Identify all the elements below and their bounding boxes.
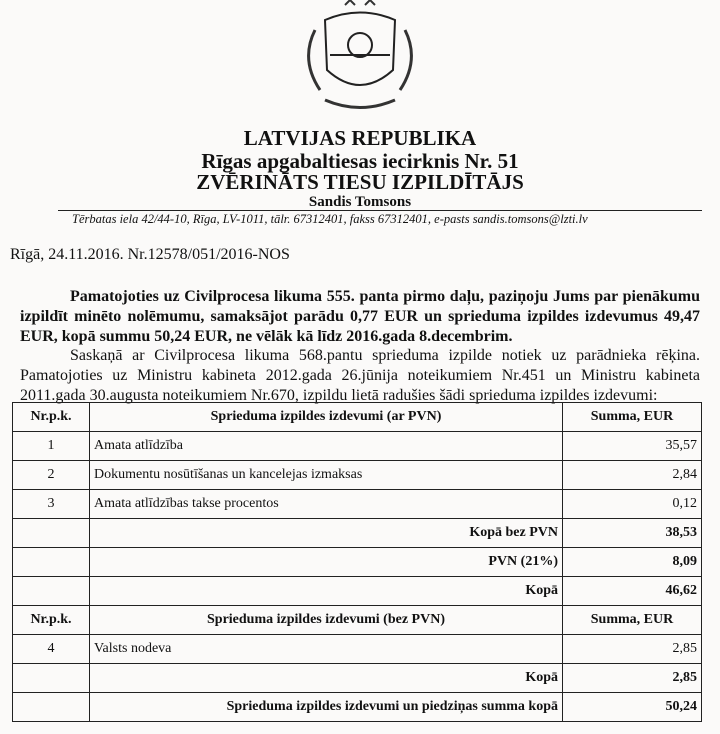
subtotal-value: 38,53: [562, 518, 702, 548]
country-heading: LATVIJAS REPUBLIKA: [243, 126, 477, 150]
vat-label: PVN (21%): [89, 547, 563, 577]
grand-total-row: Sprieduma izpildes izdevumi un piedziņas…: [12, 692, 702, 722]
table-header-row: Nr.p.k. Sprieduma izpildes izdevumi (ar P…: [12, 402, 702, 432]
total2-row: Kopā 2,85: [12, 663, 702, 693]
grand-total-value: 50,24: [562, 692, 702, 722]
subtotal-row: Kopā bez PVN 38,53: [12, 518, 702, 548]
total2-value: 2,85: [562, 663, 702, 693]
col-nr: Nr.p.k.: [12, 605, 90, 635]
total1-value: 46,62: [562, 576, 702, 606]
table-row: 1 Amata atlīdzība 35,57: [12, 431, 702, 461]
row-nr: 2: [12, 460, 90, 490]
table-header-row-2: Nr.p.k. Sprieduma izpildes izdevumi (bez …: [12, 605, 702, 635]
grand-total-label: Sprieduma izpildes izdevumi un piedziņas…: [89, 692, 563, 722]
row-sum: 2,84: [562, 460, 702, 490]
vat-value: 8,09: [562, 547, 702, 577]
row-nr: 4: [12, 634, 90, 664]
bailiff-name: Sandis Tomsons: [308, 194, 412, 210]
coat-of-arms-emblem: [307, 0, 413, 109]
total1-row: Kopā 46,62: [12, 576, 702, 606]
row-desc: Amata atlīdzība: [89, 431, 563, 461]
col-sum: Summa, EUR: [562, 605, 702, 635]
total1-label: Kopā: [89, 576, 563, 606]
expenses-table: Nr.p.k. Sprieduma izpildes izdevumi (ar P…: [12, 402, 702, 722]
row-sum: 0,12: [562, 489, 702, 519]
contact-address: Tērbatas iela 42/44-10, Rīga, LV-1011, t…: [72, 212, 588, 226]
row-sum: 35,57: [562, 431, 702, 461]
district-heading: Rīgas apgabaltiesas iecirknis Nr. 51: [201, 149, 519, 173]
row-desc: Amata atlīdzības takse procentos: [89, 489, 563, 519]
office-heading: ZVĒRINĀTS TIESU IZPILDĪTĀJS: [196, 170, 524, 194]
col-sum: Summa, EUR: [562, 402, 702, 432]
subtotal-label: Kopā bez PVN: [89, 518, 563, 548]
table-row: 4 Valsts nodeva 2,85: [12, 634, 702, 664]
row-sum: 2,85: [562, 634, 702, 664]
row-desc: Valsts nodeva: [89, 634, 563, 664]
notice-paragraph: Pamatojoties uz Civilprocesa likuma 555.…: [20, 288, 700, 345]
legal-basis-paragraph: Saskaņā ar Civilprocesa likuma 568.pantu…: [20, 347, 700, 404]
table-row: 2 Dokumentu nosūtīšanas un kancelejas izm…: [12, 460, 702, 490]
header-divider: [58, 210, 702, 211]
table-row: 3 Amata atlīdzības takse procentos 0,12: [12, 489, 702, 519]
row-desc: Dokumentu nosūtīšanas un kancelejas izma…: [89, 460, 563, 490]
row-nr: 1: [12, 431, 90, 461]
col-nr: Nr.p.k.: [12, 402, 90, 432]
col-desc: Sprieduma izpildes izdevumi (bez PVN): [89, 605, 563, 635]
total2-label: Kopā: [89, 663, 563, 693]
row-nr: 3: [12, 489, 90, 519]
vat-row: PVN (21%) 8,09: [12, 547, 702, 577]
date-reference: Rīgā, 24.11.2016. Nr.12578/051/2016-NOS: [10, 246, 290, 263]
col-desc: Sprieduma izpildes izdevumi (ar PVN): [89, 402, 563, 432]
